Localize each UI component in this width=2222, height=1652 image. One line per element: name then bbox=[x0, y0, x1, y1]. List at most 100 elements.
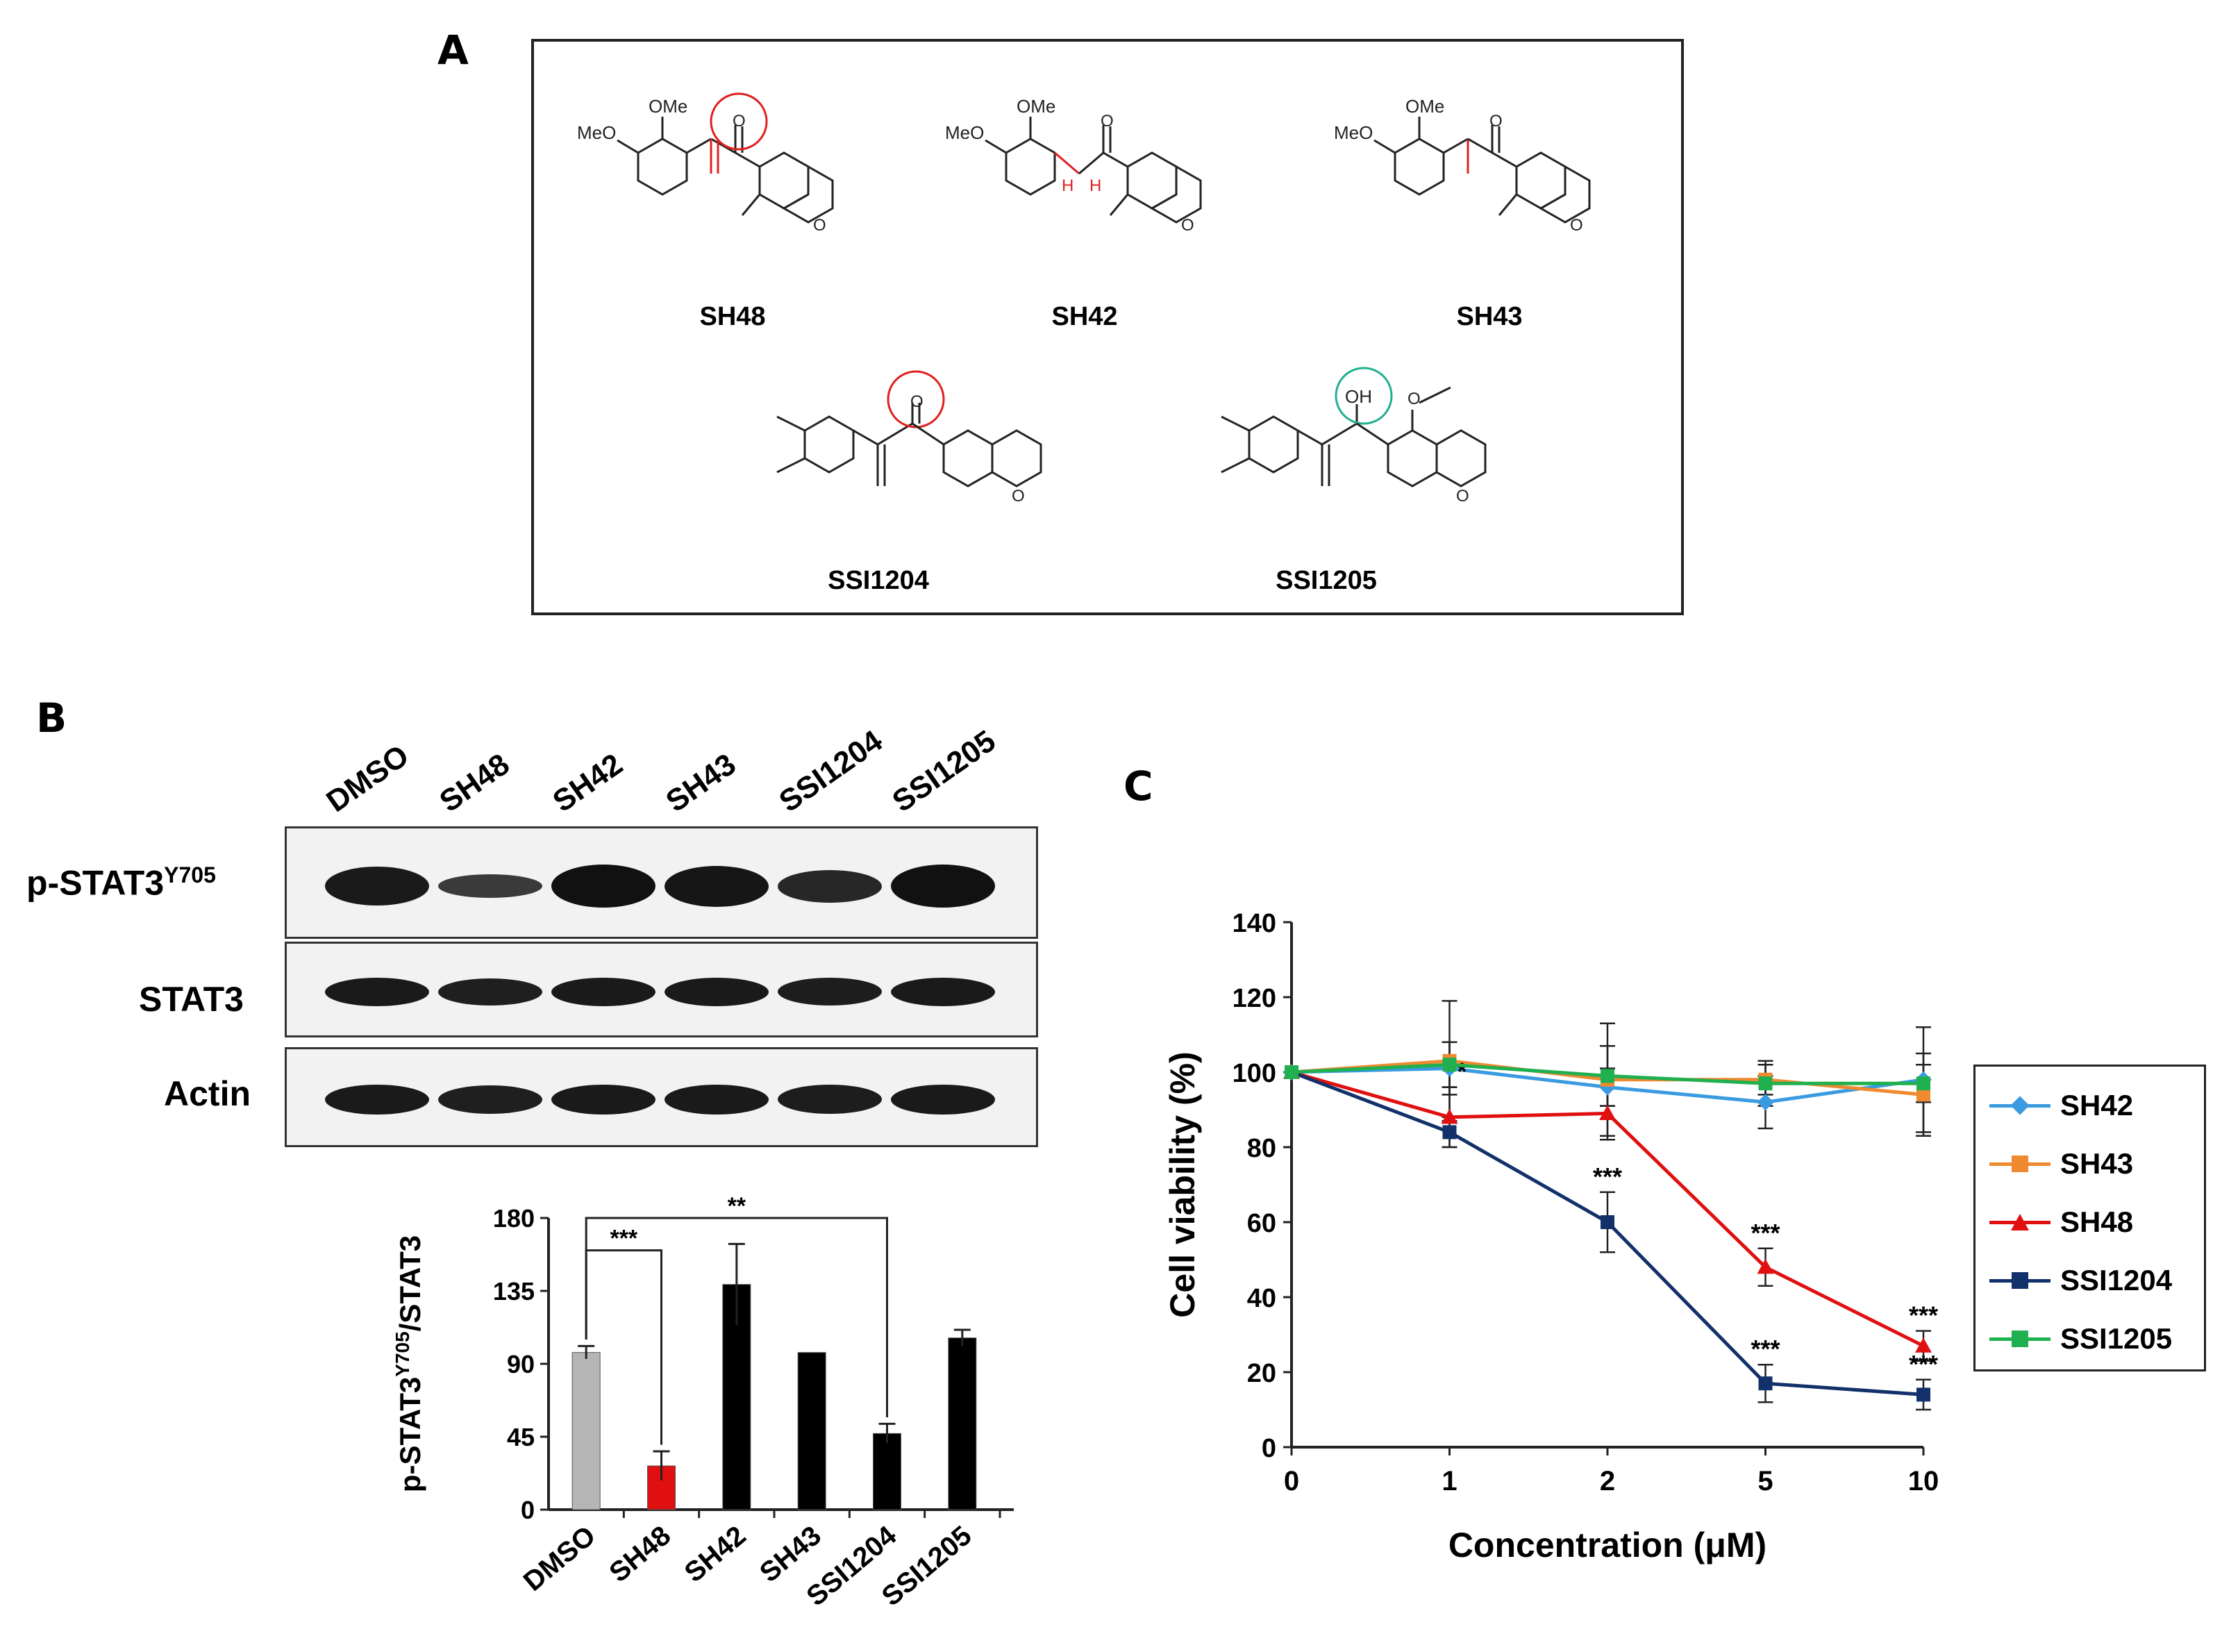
legend-item: SH43 bbox=[1975, 1135, 2204, 1193]
atom-label: O bbox=[1407, 390, 1421, 408]
legend-swatch bbox=[1985, 1208, 2055, 1236]
blot-lane-label: SSI1205 bbox=[886, 724, 1002, 819]
blot-band bbox=[438, 874, 542, 898]
blot-band bbox=[778, 869, 882, 903]
legend-label: SSI1204 bbox=[2060, 1264, 2173, 1296]
structure-sh43: OMe MeO O O bbox=[1334, 96, 1591, 235]
x-tick-label: SH42 bbox=[679, 1520, 752, 1588]
legend-item: SSI1205 bbox=[1975, 1310, 2204, 1368]
panel-b-letter: B bbox=[36, 694, 67, 742]
atom-label: O bbox=[1570, 216, 1583, 235]
data-point bbox=[1916, 1387, 1930, 1402]
atom-label: MeO bbox=[577, 122, 616, 143]
atom-label: O bbox=[1489, 112, 1503, 131]
significance-label: *** bbox=[1909, 1350, 1938, 1378]
data-point bbox=[1442, 1058, 1457, 1072]
data-point bbox=[1599, 1078, 1616, 1096]
blot-band bbox=[778, 1085, 882, 1114]
blot-band bbox=[438, 1085, 542, 1114]
x-tick-label: 0 bbox=[1284, 1466, 1299, 1496]
blot-band bbox=[665, 977, 769, 1006]
x-axis-label: Concentration (μM) bbox=[1448, 1526, 1766, 1565]
blot-actin bbox=[285, 1047, 1038, 1147]
compound-name: SH42 bbox=[1051, 302, 1118, 331]
y-tick-label: 0 bbox=[521, 1496, 535, 1524]
blot-stat3 bbox=[285, 942, 1038, 1037]
blot-band bbox=[891, 865, 995, 908]
data-point bbox=[1758, 1076, 1773, 1091]
blot-band bbox=[325, 977, 429, 1006]
blot-band bbox=[891, 977, 995, 1006]
y-tick-label: 120 bbox=[1233, 984, 1276, 1013]
blot-lane-label: DMSO bbox=[320, 738, 415, 819]
bar bbox=[948, 1337, 977, 1510]
atom-label: MeO bbox=[1334, 122, 1373, 143]
x-tick-label: 2 bbox=[1600, 1466, 1615, 1496]
legend-swatch bbox=[1985, 1325, 2055, 1353]
y-tick-label: 180 bbox=[493, 1204, 535, 1233]
atom-label: H bbox=[1062, 176, 1074, 195]
bar bbox=[873, 1433, 901, 1510]
data-point bbox=[1601, 1069, 1614, 1083]
y-axis-label: p-STAT3Y705/STAT3 bbox=[392, 1235, 426, 1492]
structure-sh42: OMe MeO O H H O bbox=[945, 96, 1202, 235]
y-tick-label: 60 bbox=[1247, 1209, 1276, 1238]
blot-band bbox=[551, 1084, 655, 1115]
blot-label-actin: Actin bbox=[164, 1074, 251, 1113]
atom-label: O bbox=[1101, 112, 1114, 131]
bar bbox=[571, 1352, 601, 1510]
data-point bbox=[1285, 1065, 1298, 1079]
structures-box: OMe MeO O O OMe MeO O H bbox=[531, 39, 1684, 615]
atom-label: OMe bbox=[1017, 96, 1055, 117]
legend-item: SH42 bbox=[1975, 1076, 2204, 1135]
structures-drawing: OMe MeO O O OMe MeO O H bbox=[577, 92, 1591, 506]
x-tick-label: 1 bbox=[1442, 1466, 1457, 1496]
x-tick-label: 5 bbox=[1757, 1466, 1773, 1496]
y-tick-label: 140 bbox=[1233, 909, 1276, 938]
legend-label: SSI1205 bbox=[2060, 1322, 2173, 1355]
significance-bracket bbox=[585, 1217, 888, 1417]
y-tick-label: 135 bbox=[493, 1277, 535, 1305]
data-point bbox=[1916, 1087, 1930, 1102]
legend-item: SSI1204 bbox=[1975, 1251, 2204, 1310]
atom-label: OMe bbox=[649, 96, 687, 117]
legend-swatch bbox=[1985, 1150, 2055, 1178]
atom-label: OH bbox=[1345, 386, 1372, 407]
atom-label: O bbox=[910, 392, 924, 411]
blot-band bbox=[891, 1084, 995, 1115]
data-point bbox=[1601, 1215, 1614, 1229]
y-tick-label: 100 bbox=[1233, 1059, 1276, 1088]
atom-label: MeO bbox=[945, 122, 984, 143]
compound-name: SH48 bbox=[699, 302, 766, 331]
y-axis-label: Cell viability (%) bbox=[1163, 1051, 1202, 1317]
significance-label: *** bbox=[610, 1226, 637, 1252]
legend-label: SH42 bbox=[2060, 1089, 2134, 1121]
atom-label: O bbox=[1181, 216, 1194, 235]
bar bbox=[797, 1352, 826, 1510]
data-point bbox=[1915, 1337, 1932, 1353]
blot-lane-label: SH43 bbox=[660, 746, 742, 819]
legend-swatch bbox=[1985, 1267, 2055, 1294]
x-tick-label: SH48 bbox=[603, 1520, 676, 1588]
y-tick-label: 40 bbox=[1247, 1284, 1276, 1313]
x-tick-label: DMSO bbox=[518, 1520, 601, 1597]
data-point bbox=[1758, 1376, 1773, 1391]
blot-label-stat3: STAT3 bbox=[139, 980, 244, 1019]
data-point bbox=[1916, 1076, 1930, 1091]
blot-lane-label: SH42 bbox=[546, 746, 629, 819]
compound-name: SH43 bbox=[1456, 302, 1523, 331]
blot-band bbox=[778, 978, 882, 1006]
compound-name: SSI1204 bbox=[828, 566, 929, 595]
structure-ssi1205: OH O O bbox=[1221, 367, 1487, 506]
significance-label: *** bbox=[1751, 1219, 1780, 1247]
line-chart: 0 20 40 60 80 100 120 140 0 1 2 5 10 Concentration (μ… bbox=[1163, 909, 1939, 1565]
panel-a-letter: A bbox=[437, 26, 469, 74]
significance-label: *** bbox=[1593, 1162, 1622, 1191]
legend-label: SH48 bbox=[2060, 1205, 2134, 1238]
data-point bbox=[1599, 1105, 1616, 1120]
blot-band bbox=[665, 1084, 769, 1115]
significance-label: ** bbox=[728, 1193, 746, 1219]
blot-band bbox=[551, 977, 655, 1006]
blot-pstat3 bbox=[285, 826, 1038, 939]
